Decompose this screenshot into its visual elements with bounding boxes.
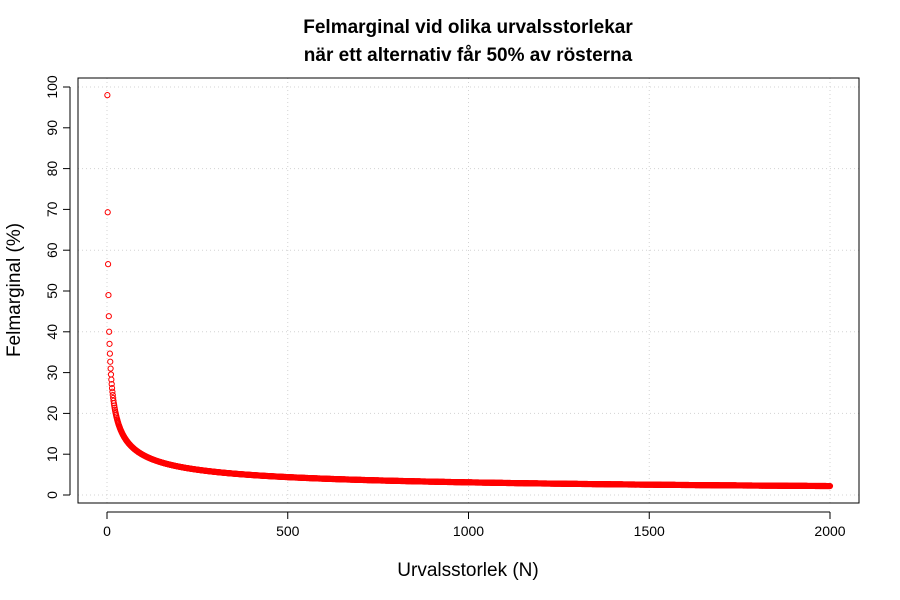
x-tick-label: 0: [103, 523, 111, 539]
data-point: [105, 291, 112, 299]
data-point: [109, 388, 116, 395]
y-tick-label: 50: [44, 283, 60, 299]
y-tick-label: 80: [44, 161, 60, 177]
y-tick-label: 10: [44, 446, 60, 462]
data-points: [104, 92, 834, 490]
data-point: [107, 358, 114, 365]
y-tick-label: 70: [44, 201, 60, 217]
data-point: [108, 376, 115, 383]
y-tick-label: 20: [44, 405, 60, 421]
data-point: [106, 328, 113, 335]
grid: [78, 78, 859, 503]
y-tick-label: 40: [44, 324, 60, 340]
data-point: [111, 402, 118, 409]
data-point: [106, 340, 113, 347]
data-point: [108, 385, 116, 392]
y-tick-label: 0: [44, 491, 60, 499]
y-tick-label: 60: [44, 242, 60, 258]
y-tick-label: 100: [44, 75, 60, 99]
x-tick-label: 500: [276, 523, 300, 539]
data-point: [108, 381, 115, 388]
data-point: [109, 391, 116, 399]
axes: 0 500 1000 1500 2000 0 10 20 30 40 50 60 70 80 90 100: [44, 75, 846, 539]
chart-title-line1: Felmarginal vid olika urvalsstorlekar: [303, 17, 633, 38]
x-tick-label: 1000: [453, 523, 484, 539]
data-point: [105, 313, 112, 320]
data-point: [826, 482, 834, 490]
data-point: [104, 209, 111, 216]
data-point: [106, 350, 113, 357]
y-tick-label: 30: [44, 365, 60, 381]
chart-title-line2: när ett alternativ får 50% av rösterna: [304, 45, 633, 66]
data-point: [107, 371, 115, 378]
plot-frame: [77, 77, 860, 504]
data-point: [104, 92, 111, 99]
data-point: [107, 365, 114, 372]
y-axis-label: Felmarginal (%): [4, 223, 25, 357]
y-tick-label: 90: [44, 120, 60, 136]
data-point: [104, 261, 112, 268]
x-tick-label: 1500: [634, 523, 665, 539]
x-tick-label: 2000: [814, 523, 845, 539]
x-axis-label: Urvalsstorlek (N): [397, 560, 538, 581]
data-point: [110, 400, 117, 407]
